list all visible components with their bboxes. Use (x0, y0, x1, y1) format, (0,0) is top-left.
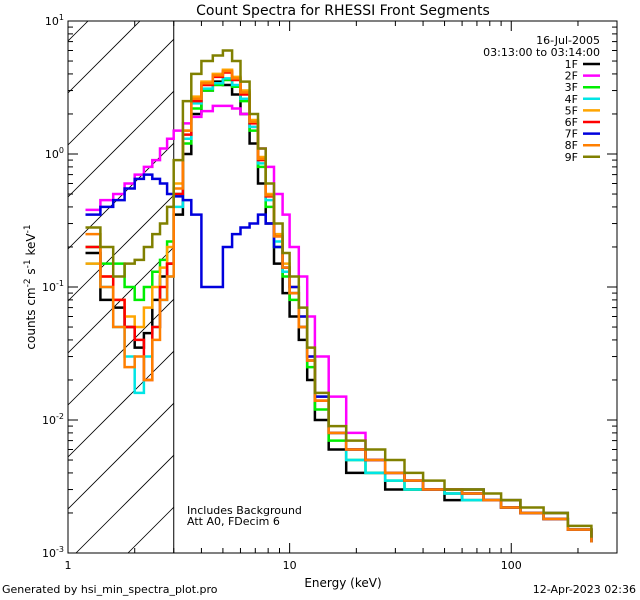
legend-label: 9F (565, 151, 578, 164)
chart-title: Count Spectra for RHESSI Front Segments (196, 3, 490, 19)
legend-label: 6F (565, 116, 578, 129)
legend-label: 4F (565, 93, 578, 106)
attenuator-annotation: Att A0, FDecim 6 (187, 515, 280, 528)
series-line-9F (85, 49, 593, 538)
y-tick-label: 10-2 (42, 412, 64, 427)
y-tick-label: 10-1 (42, 279, 64, 294)
legend-label: 2F (565, 70, 578, 83)
hatch-line (68, 90, 174, 198)
x-tick-label: 1 (65, 559, 72, 572)
generated-by-footer: Generated by hsi_min_spectra_plot.pro (2, 583, 218, 596)
legend-label: 7F (565, 128, 578, 141)
date-label: 16-Jul-2005 (536, 34, 600, 47)
y-tick-label: 100 (45, 146, 64, 161)
series-line-5F (85, 68, 593, 543)
y-axis-label-part: counts cm (24, 287, 38, 349)
y-axis-label-part: s (24, 268, 38, 278)
hatch-line (75, 454, 174, 553)
series-line-7F (85, 173, 593, 543)
hatch-line (68, 298, 174, 406)
series-line-8F (85, 69, 593, 543)
y-tick-label: 101 (45, 13, 64, 28)
series-line-6F (85, 71, 593, 543)
hatch-line (68, 350, 174, 458)
x-axis-label: Energy (keV) (304, 576, 381, 590)
time-range-label: 03:13:00 to 03:14:00 (483, 46, 600, 59)
legend-label: 3F (565, 81, 578, 94)
x-tick-label: 100 (501, 559, 522, 572)
series-line-1F (85, 80, 593, 543)
attenuator-hatch-region (68, 21, 175, 553)
legend-label: 5F (565, 104, 578, 117)
series-line-2F (85, 104, 593, 543)
y-tick-label: 10-3 (42, 545, 64, 560)
series-layer (85, 49, 593, 543)
timestamp-footer: 12-Apr-2023 02:36 (532, 583, 636, 596)
x-tick-label: 10 (283, 559, 297, 572)
y-axis-label-exp: -2 (23, 278, 33, 287)
axes: 1 10 100 101 100 10-1 10-2 10-3 (42, 13, 618, 572)
y-axis-label-exp: -1 (23, 224, 33, 233)
legend-label: 8F (565, 139, 578, 152)
y-axis-label-exp: -1 (23, 259, 33, 268)
y-axis-label: counts cm-2 s-1 keV-1 (23, 224, 38, 349)
legend-label: 1F (565, 58, 578, 71)
hatch-line (68, 38, 174, 146)
background-annotation: Includes Background (187, 504, 302, 517)
y-axis-label-part: keV (24, 233, 38, 260)
